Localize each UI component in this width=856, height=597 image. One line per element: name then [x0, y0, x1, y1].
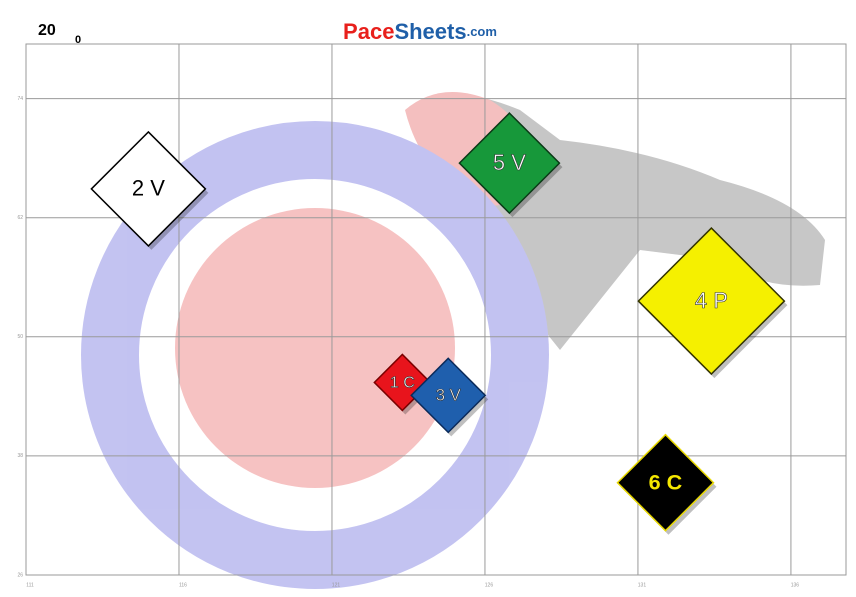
point-label: 5 V [493, 150, 526, 175]
title-part: Sheets [394, 19, 466, 44]
y-tick-label: 62 [17, 215, 23, 221]
y-tick-label: 38 [17, 453, 23, 459]
title-part: .com [467, 24, 497, 39]
y-tick-label: 26 [17, 572, 23, 578]
x-tick-label: 116 [179, 582, 187, 588]
x-tick-label: 121 [332, 582, 341, 588]
x-tick-label: 136 [791, 582, 800, 588]
title-part: Pace [343, 19, 394, 44]
logo-disc [175, 208, 455, 488]
x-tick-label: 111 [26, 582, 34, 588]
point-label: 1 C [390, 375, 415, 392]
point-label: 6 C [649, 469, 683, 494]
race-sub: 0 [75, 34, 81, 46]
y-tick-label: 74 [17, 96, 23, 102]
point-label: 3 V [436, 386, 462, 405]
point-label: 2 V [132, 176, 165, 201]
point-label: 4 P [695, 288, 728, 313]
y-tick-label: 50 [17, 334, 23, 340]
x-tick-label: 131 [638, 582, 647, 588]
chart: 20 0 PaceSheets.com 111 116 121 126 131 136 26… [0, 0, 856, 597]
x-tick-label: 126 [485, 582, 494, 588]
race-number: 20 [38, 22, 56, 39]
